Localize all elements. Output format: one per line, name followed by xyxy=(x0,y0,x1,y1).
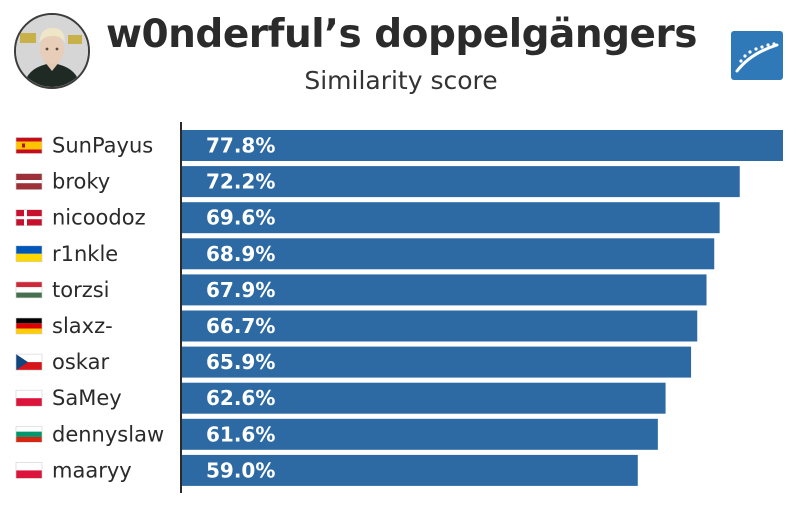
category-label: SunPayus xyxy=(52,134,153,158)
germany-flag-icon xyxy=(15,317,43,335)
bar xyxy=(182,310,698,342)
category-label: nicoodoz xyxy=(52,206,146,230)
bar xyxy=(182,166,740,198)
chart-title: w0nderful’s doppelgängers xyxy=(106,12,697,57)
bar xyxy=(182,454,638,486)
bar xyxy=(182,418,658,450)
bar xyxy=(182,274,707,306)
category-label: slaxz- xyxy=(52,314,113,338)
bar xyxy=(182,346,692,378)
value-label: 59.0% xyxy=(206,458,275,482)
value-label: 61.6% xyxy=(206,422,275,446)
value-label: 66.7% xyxy=(206,314,275,338)
ukraine-flag-icon xyxy=(15,245,43,263)
spain-flag-icon xyxy=(15,137,43,154)
category-label: dennyslaw xyxy=(52,422,164,446)
denmark-flag-icon xyxy=(15,209,43,226)
category-label: broky xyxy=(52,170,110,194)
bar xyxy=(182,382,666,414)
czech-flag-icon xyxy=(15,353,43,371)
bulgaria-flag-icon xyxy=(15,425,43,443)
bar xyxy=(182,202,720,234)
category-label: oskar xyxy=(52,350,109,374)
poland-flag-icon xyxy=(15,462,43,479)
category-label: maaryy xyxy=(52,458,132,482)
category-label: torzsi xyxy=(52,278,110,302)
player-avatar xyxy=(14,13,90,89)
player-photo xyxy=(16,15,88,87)
value-label: 62.6% xyxy=(206,386,275,410)
value-label: 69.6% xyxy=(206,206,275,230)
value-label: 68.9% xyxy=(206,242,275,266)
poland-flag-icon xyxy=(15,389,43,407)
value-label: 65.9% xyxy=(206,350,275,374)
brand-logo-icon xyxy=(731,31,783,80)
bar xyxy=(182,130,783,161)
value-label: 77.8% xyxy=(206,134,275,158)
category-label: r1nkle xyxy=(52,242,118,266)
value-label: 72.2% xyxy=(206,170,275,194)
hungary-flag-icon xyxy=(15,281,43,299)
chart-subtitle: Similarity score xyxy=(304,66,498,95)
bar xyxy=(182,238,715,270)
y-axis-line xyxy=(180,122,182,493)
latvia-flag-icon xyxy=(15,173,43,190)
category-label: SaMey xyxy=(52,386,122,410)
value-label: 67.9% xyxy=(206,278,275,302)
